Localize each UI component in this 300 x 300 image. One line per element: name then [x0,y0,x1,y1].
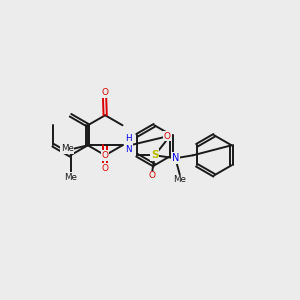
Text: O: O [102,151,109,160]
Text: O: O [101,88,108,97]
Text: H
N: H N [125,134,132,154]
Text: O: O [164,132,171,141]
Text: S: S [151,150,158,160]
Text: O: O [101,164,108,173]
Text: Me: Me [61,144,74,153]
Text: N: N [172,153,179,163]
Text: Me: Me [64,173,77,182]
Text: O: O [148,171,155,180]
Text: Me: Me [173,175,186,184]
